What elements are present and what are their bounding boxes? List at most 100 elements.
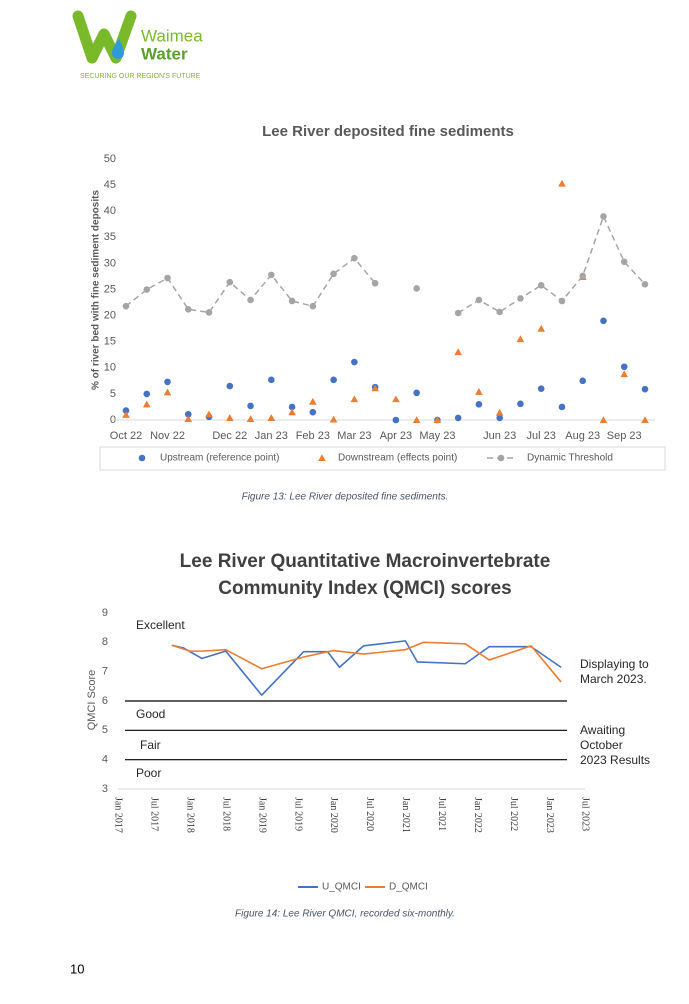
point [413,285,420,292]
y-tick-label: 25 [104,283,116,295]
x-tick-label: Sep 23 [607,430,642,442]
point [433,416,442,424]
x-tick-label: Jan 2020 [328,797,339,833]
caption: Figure 14: Lee River QMCI, recorded six-… [235,909,455,920]
x-tick-label: Jul 2018 [220,797,231,831]
point [517,400,524,408]
y-tick-label: 40 [104,205,116,217]
point [142,400,151,408]
point [122,302,130,310]
logo-drop [112,38,124,59]
point [475,401,483,408]
point [143,390,151,398]
point [537,385,545,392]
y-tick-label: 35 [104,231,116,243]
legend-swatch [318,454,326,462]
point [517,295,524,302]
point [288,297,296,305]
point [371,279,379,287]
y-tick-label: 30 [104,257,116,269]
x-tick-label: Jul 2023 [580,797,591,831]
x-tick-label: Jul 23 [527,430,556,442]
point [247,402,254,410]
point [641,416,649,424]
point [268,271,275,279]
x-tick-label: Jan 2022 [472,797,483,833]
point [454,414,462,422]
series-line [171,641,562,683]
point [537,282,545,289]
x-tick-label: Apr 23 [380,430,412,442]
y-tick-label: 7 [102,666,108,678]
x-tick-label: Mar 23 [337,430,371,442]
point [537,324,545,332]
band-label: Fair [140,738,161,752]
point [600,213,607,220]
legend-label: Dynamic Threshold [527,453,613,464]
point [184,306,192,313]
annotation: Displaying to March 2023. [580,657,649,686]
point [475,388,483,395]
x-tick-label: Jul 2022 [508,797,519,831]
y-tick-label: 45 [104,179,116,191]
y-axis-label: % of river bed with fine sediment deposi… [91,190,102,390]
point [329,415,338,423]
threshold-line [125,257,376,314]
legend-label: Downstream (effects point) [338,453,457,464]
annotation: Awaiting October 2023 Results [580,723,651,767]
point [351,254,358,262]
point [350,395,359,403]
chart-title: Lee River deposited fine sediments [262,123,514,140]
point [454,348,462,356]
y-tick-label: 15 [104,336,116,348]
point [620,363,628,371]
legend-label: Upstream (reference point) [160,453,280,464]
point [226,382,234,390]
point [184,410,192,418]
band-label: Good [136,707,165,721]
point [620,370,629,378]
y-tick-label: 50 [104,153,116,165]
point [122,407,130,414]
point [558,403,566,411]
point [454,309,462,317]
logo-tagline: SECURING OUR REGION'S FUTURE [80,73,201,80]
point [122,410,130,418]
point [599,416,608,424]
band-label: Excellent [136,618,185,632]
y-axis-label: QMCI Score [86,670,98,731]
point [516,335,525,343]
x-tick-label: Jan 2017 [113,797,124,833]
point [558,179,566,187]
x-tick-label: Jan 2023 [544,797,555,833]
point [309,397,317,405]
point [164,378,171,386]
point [268,376,275,384]
band-label: Poor [136,766,161,780]
point [496,308,503,316]
point [184,415,193,422]
point [641,280,649,288]
point [164,274,171,282]
y-tick-label: 5 [102,724,108,736]
point [496,414,503,422]
y-tick-label: 3 [102,783,108,795]
chart-title: Lee River Quantitative Macroinvertebrate… [179,551,551,599]
legend-swatch [497,454,505,462]
point [371,384,379,392]
x-tick-label: Jan 2019 [256,797,267,833]
point [205,410,213,418]
legend-swatch [138,454,146,462]
y-tick-label: 8 [102,636,108,648]
x-tick-label: Jan 23 [255,430,288,442]
point [247,296,254,304]
point [246,415,255,422]
point [288,403,296,411]
logo-word: Water [141,44,188,63]
point [267,414,276,421]
x-tick-label: Jan 2018 [185,797,196,833]
point [330,270,337,278]
legend-label: U_QMCI [322,882,361,893]
